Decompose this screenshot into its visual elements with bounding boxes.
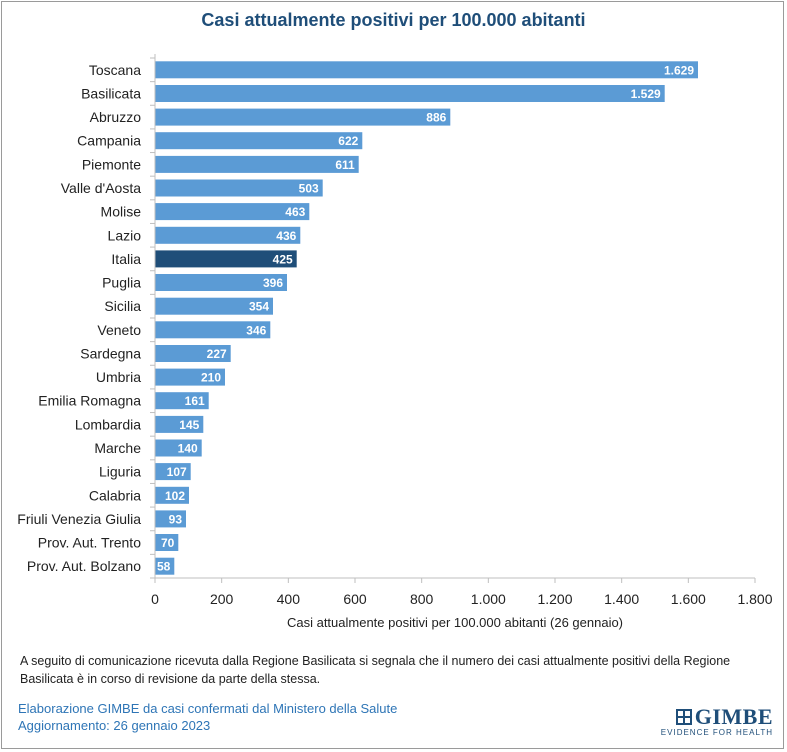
data-label: 107	[167, 465, 187, 479]
x-axis-title: Casi attualmente positivi per 100.000 ab…	[286, 615, 624, 630]
data-label: 503	[299, 182, 319, 196]
category-label: Italia	[111, 251, 141, 267]
category-label: Basilicata	[81, 86, 141, 102]
bar	[155, 297, 273, 315]
chart-title: Casi attualmente positivi per 100.000 ab…	[201, 10, 586, 30]
x-tick-label: 1.600	[671, 591, 706, 607]
category-label: Veneto	[97, 322, 141, 338]
category-label: Liguria	[99, 464, 141, 480]
data-label: 396	[263, 276, 283, 290]
bar	[155, 463, 191, 481]
bar	[155, 439, 202, 457]
logo-tagline: EVIDENCE FOR HEALTH	[660, 728, 773, 737]
category-label: Toscana	[89, 62, 141, 78]
data-label: 886	[426, 111, 446, 125]
data-label: 622	[338, 134, 358, 148]
category-label: Piemonte	[82, 156, 141, 172]
x-tick-label: 400	[277, 591, 301, 607]
data-label: 161	[185, 394, 205, 408]
bar	[155, 415, 204, 433]
bar	[155, 345, 231, 362]
bar	[155, 226, 301, 244]
category-label: Calabria	[89, 487, 141, 503]
data-label: 210	[201, 371, 221, 385]
category-label: Umbria	[96, 369, 141, 385]
footnote: A seguito di comunicazione ricevuta dall…	[20, 654, 731, 686]
category-label: Emilia Romagna	[38, 393, 141, 409]
data-label: 140	[178, 442, 198, 456]
bar	[155, 108, 451, 126]
data-label: 436	[276, 229, 296, 243]
gimbe-logo: GIMBE EVIDENCE FOR HEALTH	[661, 704, 773, 737]
category-label: Prov. Aut. Trento	[38, 535, 141, 551]
x-tick-label: 800	[410, 591, 434, 607]
data-label: 1.629	[664, 63, 694, 77]
bar	[155, 321, 271, 339]
data-label: 102	[165, 489, 185, 503]
category-label: Lombardia	[75, 416, 141, 432]
bar-chart: Toscana 1.629 Basilicata 1.529 Abruzzo 886 Cam…	[17, 54, 773, 607]
x-tick-label: 1.200	[537, 591, 572, 607]
logo-name: GIMBE	[694, 704, 773, 729]
data-label: 346	[246, 323, 266, 337]
source-note: Elaborazione GIMBE da casi confermati da…	[18, 700, 397, 734]
data-label: 70	[161, 536, 175, 550]
x-tick-label: 1.000	[471, 591, 506, 607]
data-label: 145	[179, 418, 199, 432]
category-label: Sicilia	[104, 298, 141, 314]
data-label: 611	[335, 158, 355, 172]
bar	[155, 61, 698, 79]
bar	[155, 510, 186, 528]
category-label: Sardegna	[80, 346, 141, 362]
update-line: Aggiornamento: 26 gennaio 2023	[18, 718, 211, 733]
bar	[155, 132, 363, 150]
x-tick-label: 1.800	[737, 591, 772, 607]
x-tick-label: 600	[343, 591, 367, 607]
data-label: 227	[207, 347, 227, 361]
bar	[155, 368, 225, 386]
bar	[155, 534, 179, 551]
bar	[155, 557, 175, 575]
data-label: 58	[157, 560, 171, 574]
data-label: 1.529	[631, 87, 661, 101]
x-tick-label: 0	[151, 591, 159, 607]
bar	[155, 250, 297, 268]
bar	[155, 392, 209, 410]
data-label: 425	[273, 252, 293, 266]
bar	[155, 155, 359, 173]
category-label: Friuli Venezia Giulia	[17, 511, 141, 527]
category-label: Prov. Aut. Bolzano	[27, 558, 141, 574]
x-tick-label: 200	[210, 591, 234, 607]
bar	[155, 179, 323, 197]
bar	[155, 274, 287, 291]
bar	[155, 486, 189, 504]
category-label: Molise	[101, 204, 142, 220]
category-label: Marche	[94, 440, 141, 456]
data-label: 93	[169, 512, 183, 526]
source-line: Elaborazione GIMBE da casi confermati da…	[18, 701, 398, 716]
category-label: Lazio	[108, 227, 142, 243]
bar	[155, 203, 310, 221]
x-tick-label: 1.400	[604, 591, 639, 607]
bar	[155, 85, 665, 102]
category-label: Abruzzo	[90, 109, 142, 125]
category-label: Puglia	[102, 275, 141, 291]
data-label: 354	[249, 300, 269, 314]
category-label: Campania	[77, 133, 141, 149]
grid-logo-icon	[675, 709, 692, 725]
category-label: Valle d'Aosta	[61, 180, 141, 196]
data-label: 463	[285, 205, 305, 219]
